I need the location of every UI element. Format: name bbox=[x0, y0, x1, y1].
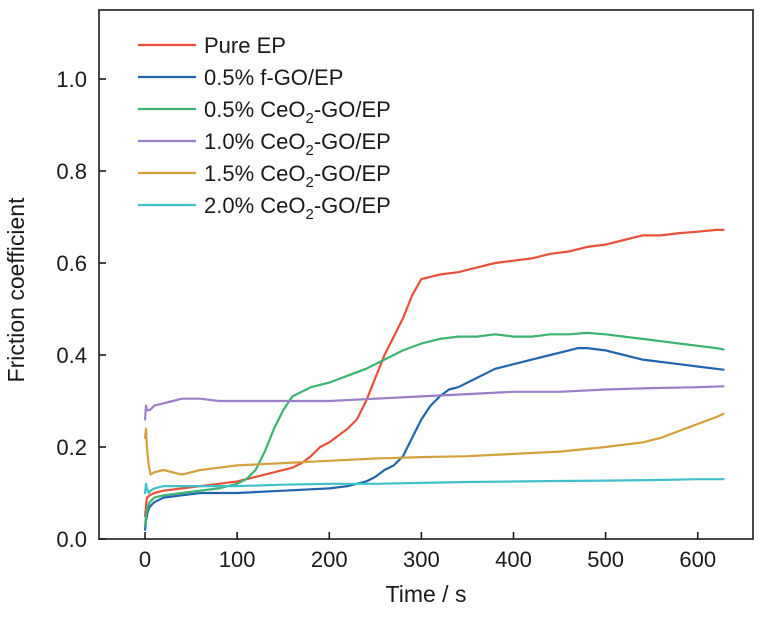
legend-label: 0.5% CeO2-GO/EP bbox=[204, 97, 391, 127]
legend-label: 1.5% CeO2-GO/EP bbox=[204, 161, 391, 191]
plot-frame bbox=[98, 9, 754, 540]
y-tick-label: 0.0 bbox=[56, 527, 87, 552]
series-line-4 bbox=[144, 385, 725, 421]
series-line-5 bbox=[144, 412, 725, 476]
x-tick-label: 100 bbox=[219, 547, 256, 572]
series-line-6 bbox=[144, 478, 725, 495]
y-tick-label: 0.4 bbox=[56, 343, 87, 368]
x-tick-label: 400 bbox=[495, 547, 532, 572]
x-tick-label: 600 bbox=[679, 547, 716, 572]
y-tick-label: 0.2 bbox=[56, 435, 87, 460]
series-lines bbox=[144, 228, 725, 531]
y-tick-label: 0.8 bbox=[56, 159, 87, 184]
x-tick-label: 300 bbox=[403, 547, 440, 572]
x-axis-ticks: 0 100 200 300 400 500 600 bbox=[139, 532, 716, 572]
y-tick-label: 1.0 bbox=[56, 67, 87, 92]
legend: Pure EP 0.5% f-GO/EP 0.5% CeO2-GO/EP1.0% C… bbox=[138, 33, 391, 223]
legend-label: Pure EP bbox=[204, 33, 286, 58]
legend-label: 2.0% CeO2-GO/EP bbox=[204, 193, 391, 223]
series-line-3 bbox=[144, 331, 725, 527]
y-axis-ticks: 0.0 0.2 0.4 0.6 0.8 1.0 bbox=[56, 67, 106, 552]
y-axis-title: Friction coefficient bbox=[3, 197, 29, 383]
legend-label: 0.5% f-GO/EP bbox=[204, 65, 343, 90]
series-line-1 bbox=[144, 228, 725, 518]
legend-label: 1.0% CeO2-GO/EP bbox=[204, 129, 391, 159]
y-tick-label: 0.6 bbox=[56, 251, 87, 276]
x-tick-label: 500 bbox=[587, 547, 624, 572]
x-axis-title: Time / s bbox=[386, 581, 467, 607]
series-line-2 bbox=[144, 347, 725, 531]
x-tick-label: 200 bbox=[311, 547, 348, 572]
x-tick-label: 0 bbox=[139, 547, 151, 572]
